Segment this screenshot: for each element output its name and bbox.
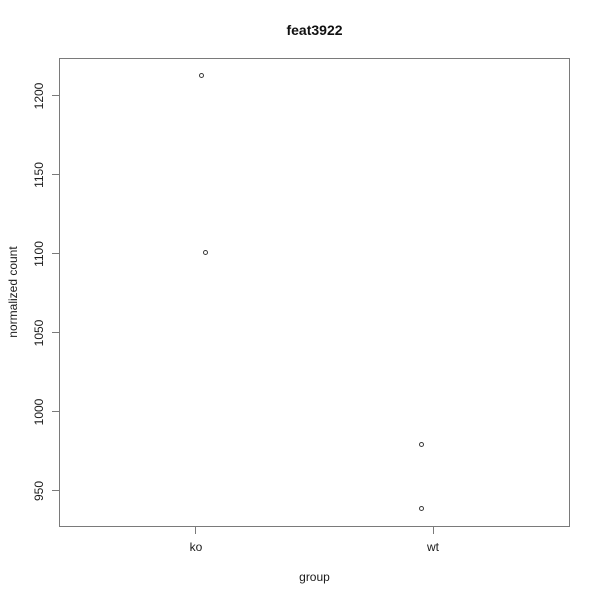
- y-axis-label: normalized count: [6, 246, 20, 338]
- x-tick-label: wt: [427, 540, 439, 554]
- y-tick-label: 950: [32, 480, 46, 501]
- y-tick-mark: [52, 411, 59, 413]
- y-tick-mark: [52, 490, 59, 492]
- y-tick-label: 1200: [32, 82, 46, 110]
- y-tick-label: 1100: [32, 240, 46, 267]
- x-tick-label: ko: [189, 540, 203, 554]
- data-point: [199, 72, 205, 78]
- x-tick-mark: [195, 527, 197, 534]
- y-tick-label: 1150: [32, 161, 46, 188]
- x-tick-mark: [432, 527, 434, 534]
- y-tick-label: 1050: [32, 319, 46, 347]
- data-point: [419, 505, 425, 511]
- y-tick-mark: [52, 95, 59, 97]
- y-tick-label: 1000: [32, 398, 46, 426]
- y-tick-mark: [52, 332, 59, 334]
- data-point: [202, 249, 208, 255]
- x-axis-label: group: [299, 570, 330, 584]
- plot-area-box: [59, 58, 570, 527]
- chart-title: feat3922: [286, 22, 343, 38]
- y-tick-mark: [52, 174, 59, 176]
- data-point: [419, 442, 425, 448]
- y-tick-mark: [52, 253, 59, 255]
